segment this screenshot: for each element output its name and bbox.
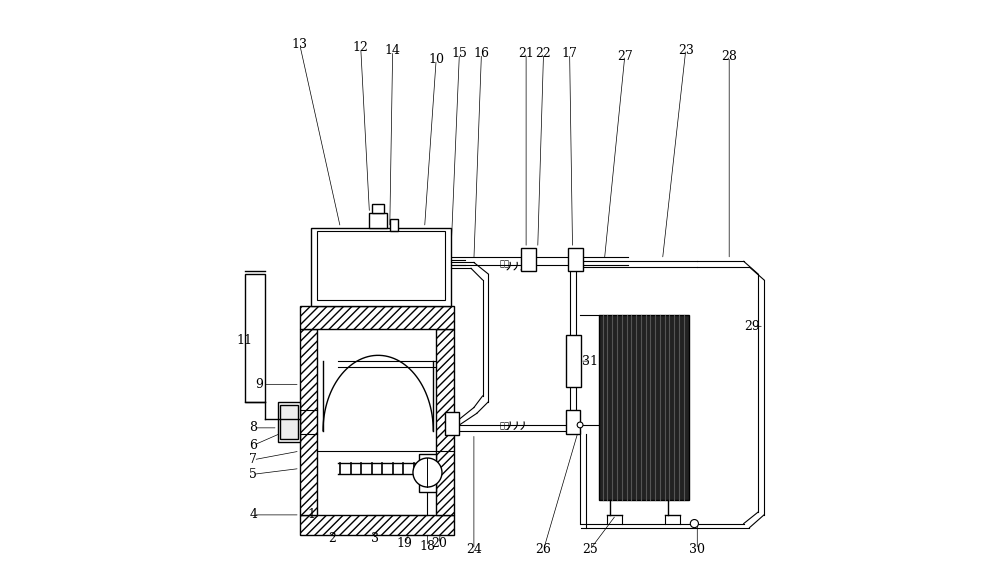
Text: 22: 22 bbox=[536, 47, 551, 60]
Text: 14: 14 bbox=[385, 44, 401, 57]
Text: 15: 15 bbox=[451, 47, 467, 60]
Text: 30: 30 bbox=[689, 543, 705, 556]
Text: 12: 12 bbox=[353, 41, 369, 54]
Bar bbox=[445, 412, 459, 436]
Text: 18: 18 bbox=[419, 540, 435, 553]
Text: 26: 26 bbox=[536, 543, 551, 556]
Text: 9: 9 bbox=[255, 378, 263, 391]
Text: 24: 24 bbox=[466, 543, 482, 556]
Bar bbox=[369, 213, 387, 228]
Bar bbox=[278, 402, 300, 442]
Text: 21: 21 bbox=[518, 47, 534, 60]
Bar bbox=[300, 515, 454, 535]
Bar bbox=[419, 454, 436, 491]
Text: 〜〜: 〜〜 bbox=[500, 259, 510, 268]
Text: 7: 7 bbox=[249, 453, 257, 466]
Text: 16: 16 bbox=[473, 47, 489, 60]
Text: 19: 19 bbox=[396, 538, 412, 550]
Bar bbox=[568, 248, 583, 271]
Text: 2: 2 bbox=[328, 532, 336, 545]
Text: 10: 10 bbox=[428, 53, 444, 66]
Bar bbox=[280, 405, 298, 440]
Text: 27: 27 bbox=[617, 50, 633, 63]
Text: 28: 28 bbox=[721, 50, 737, 63]
Text: 31: 31 bbox=[582, 354, 598, 368]
Text: 29: 29 bbox=[745, 320, 760, 333]
Text: 1: 1 bbox=[307, 508, 315, 521]
Bar bbox=[566, 410, 580, 434]
Bar bbox=[311, 228, 451, 306]
Bar bbox=[245, 274, 265, 402]
Text: 〜〜: 〜〜 bbox=[500, 422, 510, 431]
Circle shape bbox=[577, 422, 583, 428]
Text: 3: 3 bbox=[371, 532, 379, 545]
Text: 23: 23 bbox=[678, 44, 694, 57]
Text: 17: 17 bbox=[562, 47, 578, 60]
Circle shape bbox=[413, 458, 442, 487]
Bar bbox=[300, 329, 317, 515]
Circle shape bbox=[690, 519, 698, 528]
Text: 20: 20 bbox=[431, 538, 447, 550]
Bar bbox=[436, 329, 454, 515]
Text: 8: 8 bbox=[249, 422, 257, 434]
Bar bbox=[390, 219, 398, 231]
Bar bbox=[599, 315, 689, 500]
Bar bbox=[300, 306, 454, 329]
Text: 6: 6 bbox=[249, 439, 257, 452]
Bar bbox=[521, 248, 536, 271]
Bar bbox=[372, 205, 384, 213]
Bar bbox=[317, 231, 445, 300]
Text: 11: 11 bbox=[237, 334, 253, 347]
Text: 5: 5 bbox=[249, 468, 257, 481]
Bar bbox=[566, 335, 581, 387]
Text: 25: 25 bbox=[582, 543, 598, 556]
Text: 13: 13 bbox=[292, 38, 308, 51]
Text: 4: 4 bbox=[249, 508, 257, 521]
